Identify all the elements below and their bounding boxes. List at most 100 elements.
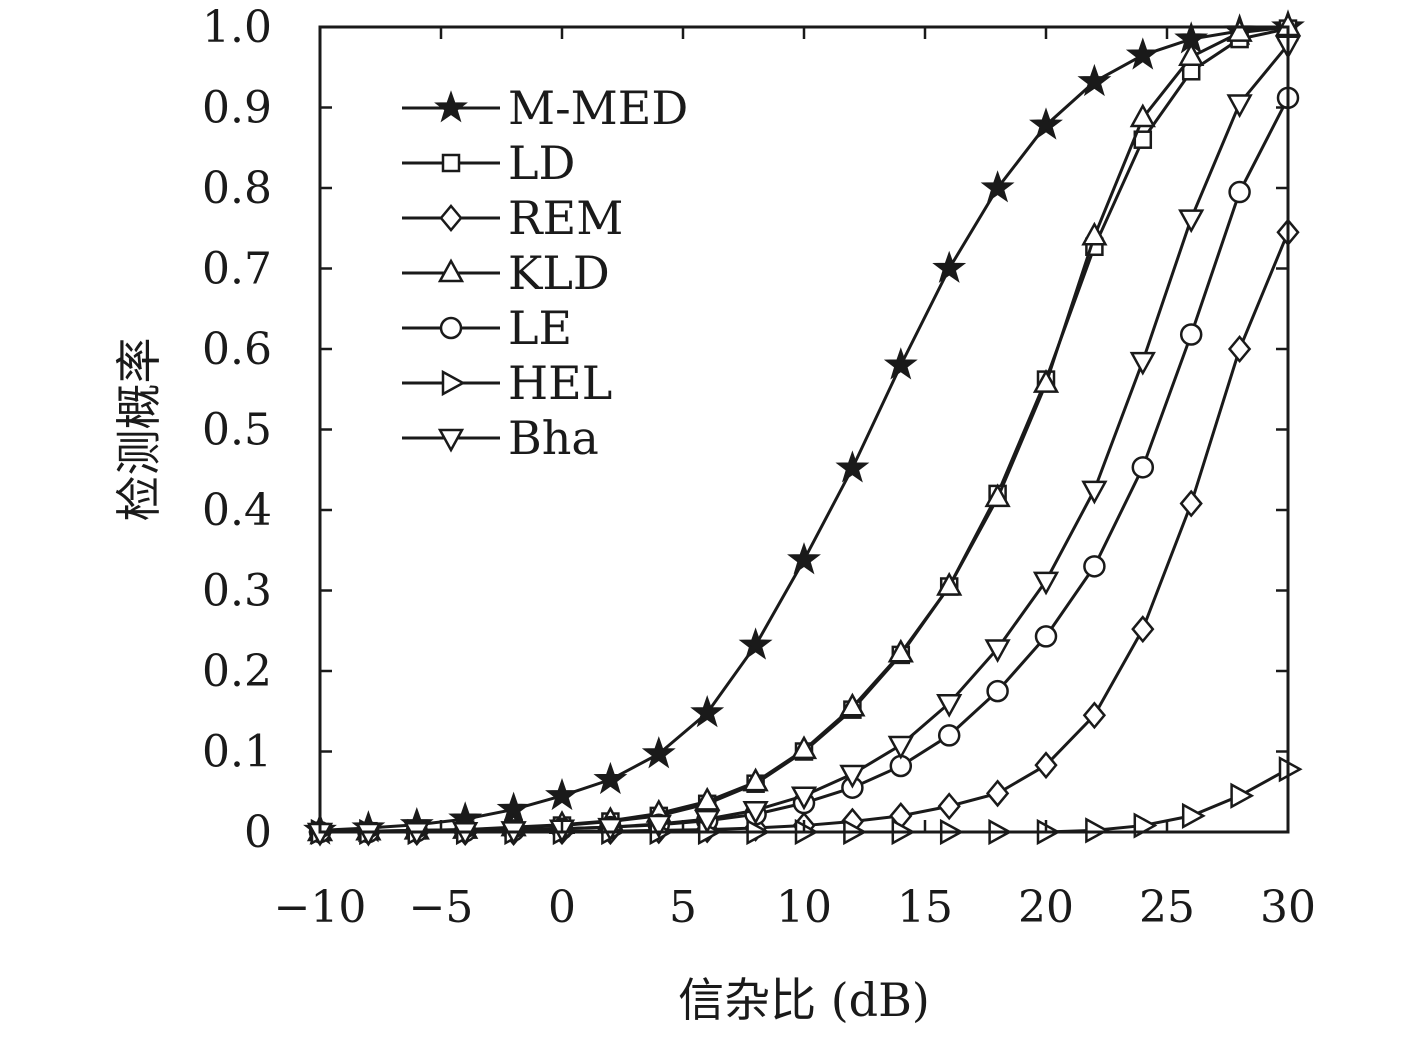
data-point-m-med-5 [545,777,579,811]
data-point-kld-16 [1081,221,1108,246]
data-point-hel-20 [1278,756,1303,783]
legend-marker-m-med [434,90,468,123]
data-point-bha-11 [839,764,866,789]
data-point-kld-19 [1226,18,1253,42]
data-point-bha-14 [984,639,1011,664]
data-point-le-19 [1228,180,1251,204]
legend-item-le: LE [402,301,572,355]
data-point-le-16 [1083,555,1106,578]
data-point-bha-7 [645,814,672,839]
x-tick-label-2: 0 [548,882,576,933]
data-point-kld-18 [1178,42,1205,67]
data-point-le-13 [937,724,961,747]
data-point-kld-11 [839,692,866,717]
y-tick-labels: 0 0.1 0.2 0.3 0.4 0.5 0.6 0.7 0.8 0.9 1.0 [202,2,272,858]
data-point-bha-9 [742,801,769,825]
legend-label-ld: LD [508,136,575,190]
legend-marker-hel [441,369,466,397]
y-tick-label-2: 0.2 [202,646,272,697]
x-tick-label-6: 20 [1018,882,1074,933]
legend-marker-kld [437,258,465,283]
x-tick-label-1: −5 [409,882,474,933]
legend-label-bha: Bha [508,411,599,465]
data-point-bha-13 [936,693,963,718]
data-point-hel-19 [1230,782,1255,809]
data-point-bha-17 [1129,351,1156,376]
data-point-bha-8 [694,809,721,834]
data-point-rem-17 [1131,615,1155,644]
data-point-m-med-13 [932,250,967,283]
data-point-kld-8 [694,786,721,811]
data-point-rem-18 [1179,489,1203,518]
legend-marker-rem [439,204,463,232]
y-tick-label-8: 0.8 [202,163,272,214]
data-point-m-med-10 [787,542,821,575]
y-tick-label-3: 0.3 [202,566,272,617]
data-point-kld-12 [887,638,914,663]
data-point-le-15 [1034,625,1058,648]
data-point-kld-17 [1129,103,1156,128]
data-point-bha-1 [355,822,382,847]
data-point-m-med-16 [1077,63,1112,97]
data-point-bha-10 [790,786,818,811]
data-point-kld-14 [984,483,1011,508]
data-point-m-med-6 [593,761,628,795]
legend-label-m-med: M-MED [508,81,688,135]
legend-item-bha: Bha [402,411,599,465]
legend-label-hel: HEL [508,356,612,410]
y-tick-label-0: 0 [244,807,272,858]
plot-series-group [303,9,1305,847]
y-tick-label-4: 0.4 [202,485,272,536]
data-point-kld-13 [936,571,963,596]
y-tick-label-1: 0.1 [202,727,272,778]
data-point-kld-15 [1032,369,1060,393]
x-tick-label-0: −10 [274,882,367,933]
legend-marker-le [439,316,463,340]
data-point-rem-16 [1082,701,1107,730]
data-point-rem-15 [1034,751,1058,780]
x-tick-label-5: 15 [897,882,953,933]
data-point-m-med-17 [1125,37,1160,70]
data-point-kld-9 [742,767,769,792]
data-point-le-17 [1131,456,1155,479]
legend-marker-ld [441,153,461,173]
series-line-ld [319,27,1289,834]
data-point-bha-6 [597,817,624,842]
data-point-bha-12 [887,735,914,760]
y-tick-label-10: 1.0 [202,2,272,53]
data-point-m-med-11 [835,450,870,483]
data-point-le-18 [1179,323,1203,346]
legend-label-le: LE [508,301,572,355]
legend-item-m-med: M-MED [402,81,688,135]
y-tick-label-5: 0.5 [202,405,272,456]
data-point-kld-10 [790,735,818,760]
legend-label-rem: REM [508,191,623,245]
data-point-rem-13 [937,792,961,821]
x-tick-label-4: 10 [776,882,832,933]
data-point-m-med-15 [1029,107,1063,140]
data-point-rem-19 [1227,335,1252,363]
data-point-le-14 [986,679,1009,703]
data-point-m-med-12 [883,347,918,380]
y-tick-label-7: 0.7 [202,244,272,295]
data-point-bha-16 [1081,480,1108,505]
legend-item-rem: REM [402,191,623,245]
legend-item-kld: KLD [402,246,610,300]
tick-marks-group [318,25,1290,834]
data-point-rem-14 [985,779,1010,808]
data-point-bha-18 [1178,209,1205,234]
legend-item-hel: HEL [402,356,612,410]
data-point-m-med-14 [980,170,1015,203]
data-point-hel-18 [1181,802,1206,830]
series-le [308,86,1300,844]
data-point-bha-19 [1226,94,1253,119]
series-m-med [303,9,1305,845]
data-point-hel-16 [1085,817,1109,844]
y-tick-label-6: 0.6 [202,324,272,375]
data-point-m-med-9 [738,627,773,660]
legend-marker-bha [437,428,465,453]
legend-label-kld: KLD [508,246,610,300]
x-axis-title: 信杂比 (dB) [678,973,930,1027]
